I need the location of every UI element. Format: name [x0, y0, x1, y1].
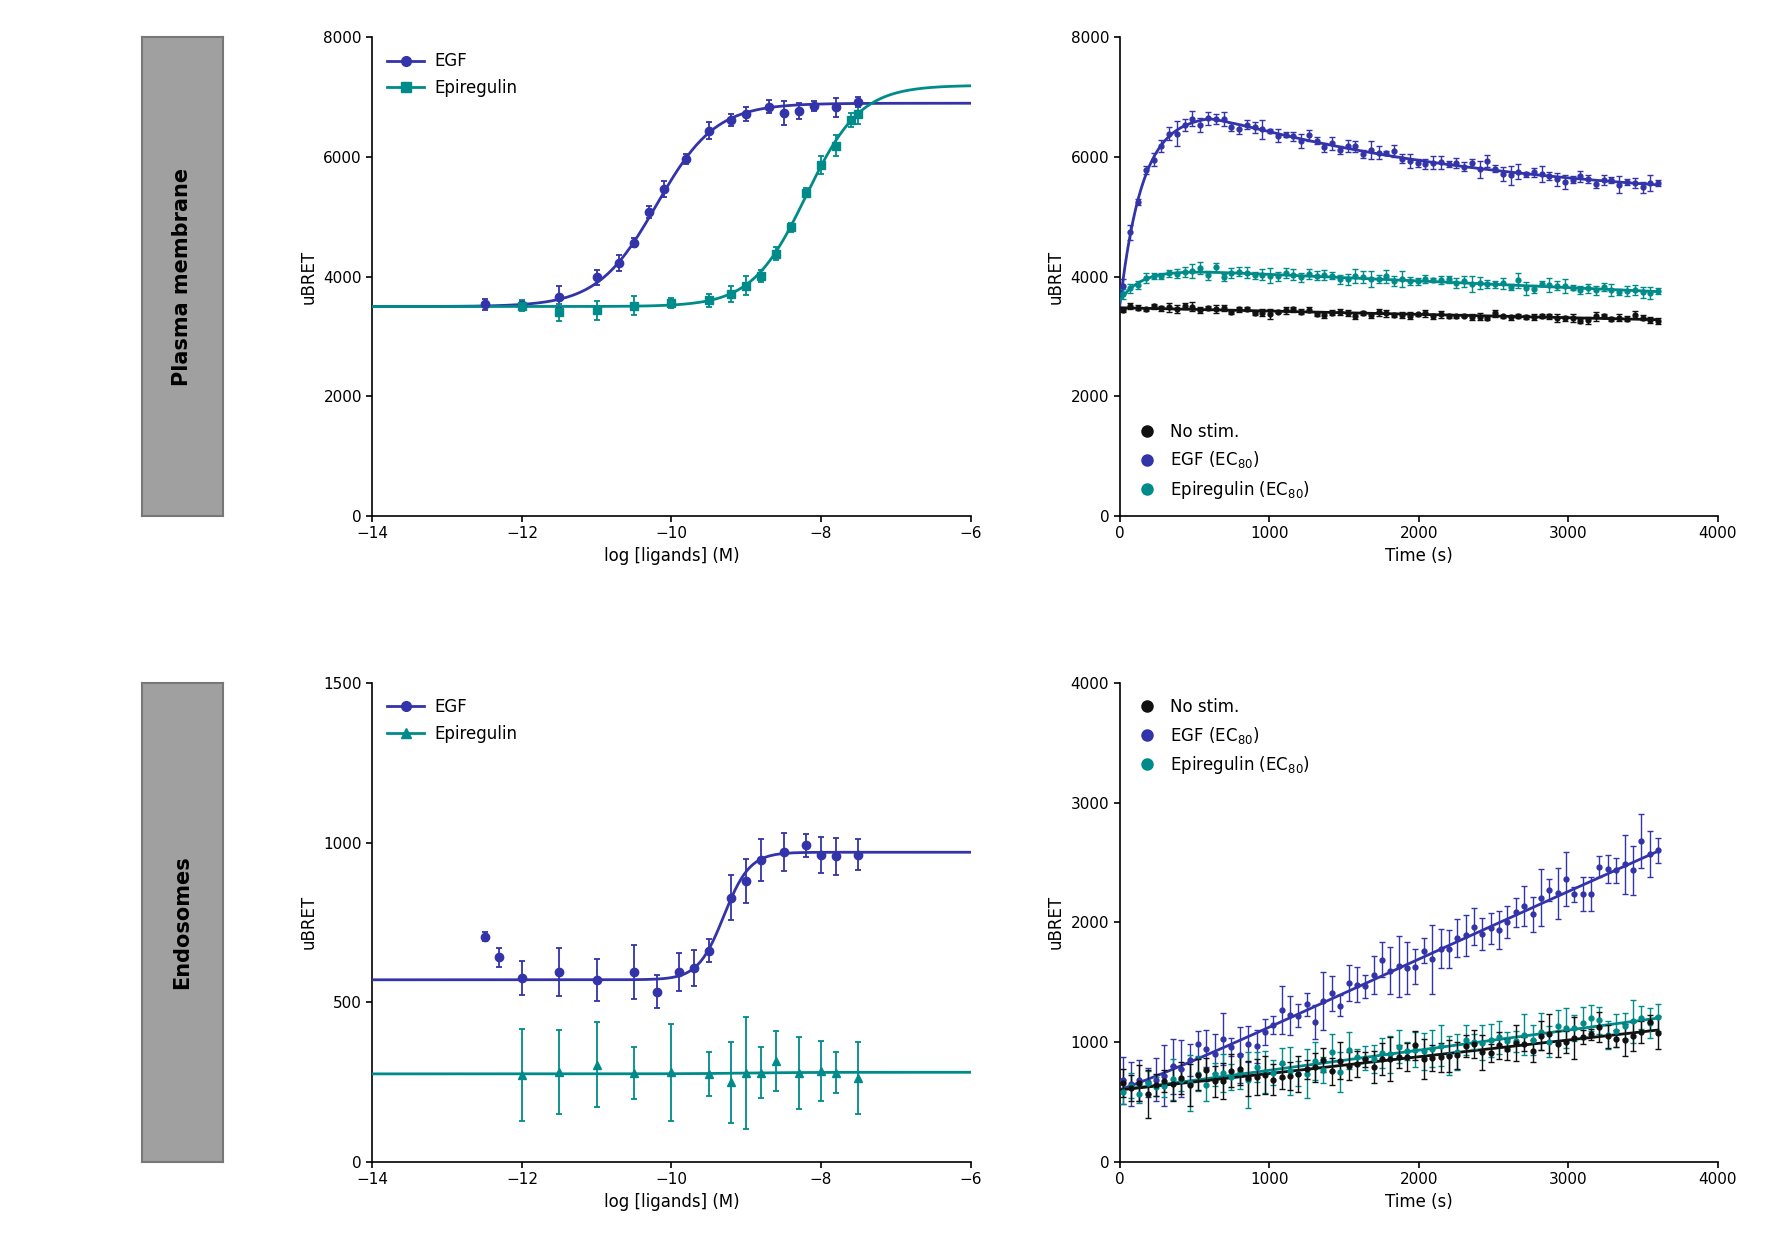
Text: Plasma membrane: Plasma membrane	[172, 167, 193, 386]
Text: Endosomes: Endosomes	[172, 856, 193, 989]
Legend: EGF, Epiregulin: EGF, Epiregulin	[381, 46, 524, 104]
X-axis label: log [ligands] (M): log [ligands] (M)	[604, 1193, 739, 1210]
Legend: EGF, Epiregulin: EGF, Epiregulin	[381, 692, 524, 749]
Legend: No stim., EGF (EC$_{80}$), Epiregulin (EC$_{80}$): No stim., EGF (EC$_{80}$), Epiregulin (E…	[1128, 416, 1316, 507]
Y-axis label: uBRET: uBRET	[1047, 896, 1064, 949]
Legend: No stim., EGF (EC$_{80}$), Epiregulin (EC$_{80}$): No stim., EGF (EC$_{80}$), Epiregulin (E…	[1128, 692, 1316, 783]
X-axis label: Time (s): Time (s)	[1385, 1193, 1452, 1210]
Y-axis label: uBRET: uBRET	[299, 896, 317, 949]
X-axis label: Time (s): Time (s)	[1385, 547, 1452, 565]
X-axis label: log [ligands] (M): log [ligands] (M)	[604, 547, 739, 565]
Y-axis label: uBRET: uBRET	[1047, 250, 1064, 304]
Y-axis label: uBRET: uBRET	[299, 250, 317, 304]
